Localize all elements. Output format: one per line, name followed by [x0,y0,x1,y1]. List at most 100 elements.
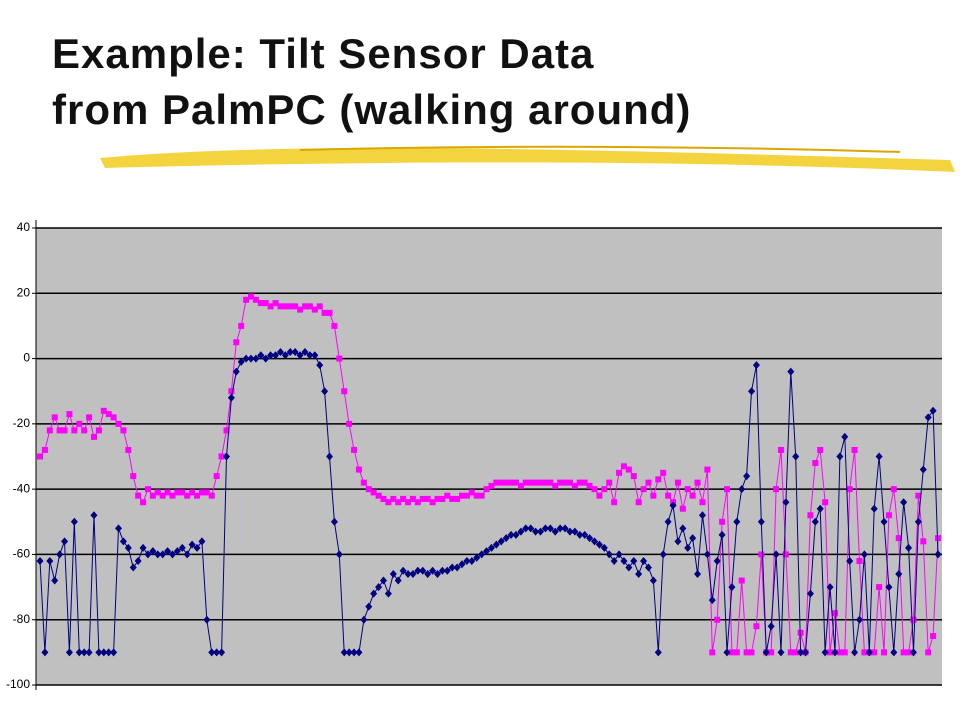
point-marker [454,495,461,502]
point-marker [777,446,784,453]
point-marker [924,413,932,422]
point-marker [291,348,299,357]
point-marker [860,550,868,559]
point-marker [890,648,898,657]
point-marker [213,473,220,480]
point-marker [581,530,589,539]
point-marker [389,570,397,579]
point-marker [65,648,73,657]
point-marker [238,322,245,329]
point-marker [399,566,407,575]
point-marker [237,357,245,366]
point-marker [80,648,88,657]
y-tick-label: 0 [23,351,30,365]
point-marker [139,543,147,552]
point-marker [316,361,324,370]
point-marker [615,550,623,559]
point-marker [483,486,490,493]
point-marker [836,649,843,656]
point-marker [870,504,878,513]
point-marker [606,479,613,486]
point-marker [124,543,132,552]
point-marker [856,557,863,564]
point-marker [405,499,412,506]
point-marker [379,576,387,585]
point-marker [797,648,805,657]
point-marker [914,517,922,526]
point-marker [610,556,618,565]
point-marker [895,570,903,579]
point-marker [752,361,760,370]
point-marker [586,482,593,489]
point-marker [492,540,500,549]
point-marker [174,489,181,496]
point-marker [149,492,156,499]
point-marker [517,482,524,489]
point-marker [419,495,426,502]
point-marker [183,550,191,559]
point-marker [743,472,751,481]
point-marker [453,563,461,572]
point-marker [365,486,372,493]
point-marker [159,550,167,559]
point-marker [630,556,638,565]
point-marker [208,648,216,657]
point-marker [611,499,618,506]
point-marker [596,492,603,499]
point-marker [243,296,250,303]
point-marker [37,453,43,460]
point-marker [738,577,745,584]
point-marker [61,427,68,434]
point-marker [930,633,937,640]
point-marker [473,553,481,562]
y-tick-label: -80 [13,612,31,626]
point-marker [527,479,534,486]
point-marker [704,466,711,473]
point-marker [645,479,652,486]
point-marker [934,550,942,559]
point-marker [424,495,431,502]
point-marker [218,648,226,657]
point-marker [699,499,706,506]
point-marker [282,303,289,310]
point-marker [674,479,681,486]
point-marker [576,530,584,539]
point-marker [679,524,687,533]
point-marker [311,351,319,360]
point-marker [846,486,853,493]
point-marker [360,615,368,624]
point-marker [281,351,289,360]
point-marker [173,547,181,556]
point-marker [649,576,657,585]
point-marker [591,486,598,493]
point-marker [301,303,308,310]
point-marker [81,427,88,434]
point-marker [547,479,554,486]
point-marker [817,446,824,453]
point-marker [272,351,280,360]
point-marker [659,550,667,559]
point-marker [130,473,137,480]
point-marker [110,414,117,421]
point-marker [41,446,48,453]
point-marker [76,420,83,427]
point-marker [581,479,588,486]
point-marker [306,351,314,360]
point-marker [287,303,294,310]
point-marker [277,303,284,310]
point-marker [233,339,240,346]
point-marker [223,427,230,434]
point-marker [635,570,643,579]
point-marker [777,648,785,657]
point-marker [144,486,151,493]
point-marker [703,550,711,559]
y-tick-label: 20 [17,285,31,299]
point-marker [487,543,495,552]
point-marker [772,550,780,559]
point-marker [198,537,206,546]
point-marker [654,648,662,657]
point-marker [292,303,299,310]
point-marker [718,530,726,539]
point-marker [601,486,608,493]
point-marker [135,492,142,499]
